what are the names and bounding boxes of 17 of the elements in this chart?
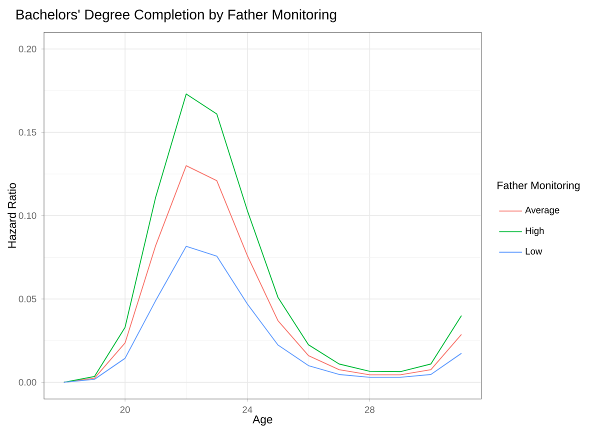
legend-label: Average bbox=[525, 206, 560, 216]
y-axis-title: Hazard Ratio bbox=[8, 183, 16, 248]
chart-title: Bachelors' Degree Completion by Father Monitoring bbox=[16, 9, 336, 22]
x-tick-label: 20 bbox=[120, 406, 130, 413]
x-axis-title: Age bbox=[252, 415, 272, 426]
legend-label: Low bbox=[526, 248, 542, 255]
y-tick-label: 0.00 bbox=[18, 379, 36, 386]
y-tick-label: 0.20 bbox=[18, 46, 36, 52]
line-series bbox=[63, 94, 462, 383]
x-tick-label: 28 bbox=[364, 406, 374, 413]
y-tick-label: 0.05 bbox=[18, 296, 36, 302]
y-tick-label: 0.15 bbox=[18, 129, 36, 136]
legend-label: High bbox=[526, 227, 544, 236]
y-tick-label: 0.10 bbox=[18, 212, 36, 219]
line-series bbox=[63, 246, 462, 383]
legend-title: Father Monitoring bbox=[498, 181, 580, 192]
x-tick-label: 24 bbox=[242, 406, 252, 413]
